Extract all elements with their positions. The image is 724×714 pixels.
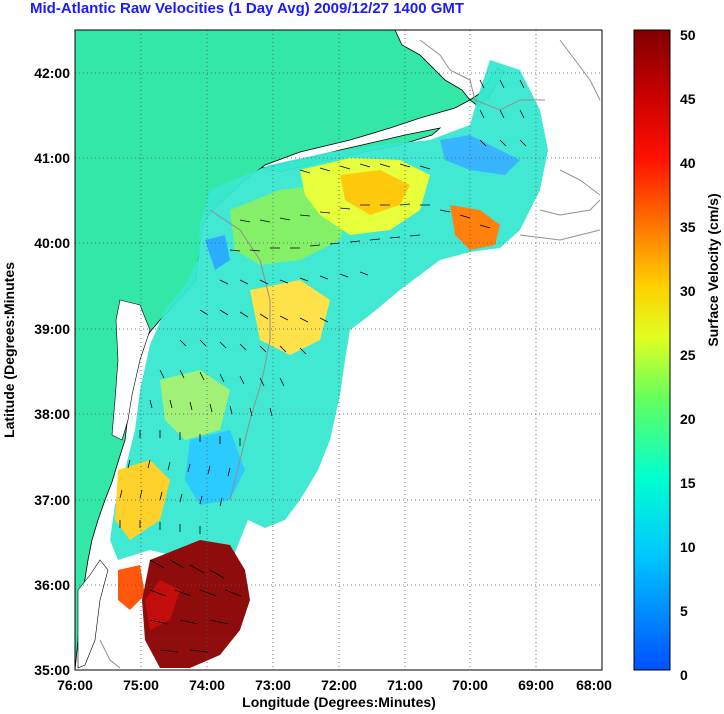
y-tick-label: 42:00 (34, 65, 70, 81)
x-tick-label: 68:00 (576, 677, 612, 693)
colorbar-tick: 5 (680, 603, 688, 619)
bathymetry-contours (99, 39, 601, 669)
y-tick-label: 41:00 (34, 150, 70, 166)
y-tick-label: 38:00 (34, 406, 70, 422)
colorbar-tick: 15 (680, 475, 696, 491)
x-tick-label: 74:00 (189, 677, 225, 693)
delmarva (111, 299, 151, 441)
colorbar-gradient (633, 29, 671, 671)
x-tick-label: 70:00 (452, 677, 488, 693)
colorbar-tick: 35 (680, 219, 696, 235)
colorbar-tick: 45 (680, 91, 696, 107)
y-tick-label: 39:00 (34, 321, 70, 337)
plot-frame (74, 29, 603, 671)
colorbar-tick: 30 (680, 283, 696, 299)
y-tick-label: 37:00 (34, 492, 70, 508)
x-tick-label: 73:00 (255, 677, 291, 693)
colorbar-label: Surface Velocity (cm/s) (705, 193, 721, 346)
y-axis: 35:00 36:00 37:00 38:00 39:00 40:00 41:0… (1, 65, 70, 678)
x-tick-label: 69:00 (518, 677, 554, 693)
colorbar-tick: 25 (680, 347, 696, 363)
y-tick-label: 35:00 (34, 662, 70, 678)
x-tick-label: 71:00 (387, 677, 423, 693)
x-tick-label: 72:00 (321, 677, 357, 693)
colorbar-tick: 0 (680, 667, 688, 683)
y-axis-label: Latitude (Degrees:Minutes (1, 262, 17, 438)
velocity-arrows (119, 79, 527, 653)
colorbar-tick: 40 (680, 155, 696, 171)
x-axis: 76:00 75:00 74:00 73:00 72:00 71:00 70:0… (57, 677, 612, 710)
map-title: Mid-Atlantic Raw Velocities (1 Day Avg) … (30, 0, 465, 17)
colorbar-tick: 50 (680, 27, 696, 43)
x-tick-label: 75:00 (123, 677, 159, 693)
x-axis-label: Longitude (Degrees:Minutes) (242, 694, 436, 710)
y-tick-label: 36:00 (34, 577, 70, 593)
colorbar-tick: 10 (680, 539, 696, 555)
x-tick-label: 76:00 (57, 677, 93, 693)
grid-lines (75, 30, 602, 670)
colorbar-tick: 20 (680, 411, 696, 427)
y-tick-label: 40:00 (34, 235, 70, 251)
pamlico-sound (77, 559, 109, 669)
colorbar: 0 5 10 15 20 25 30 35 40 45 50 Surface V… (633, 27, 721, 683)
